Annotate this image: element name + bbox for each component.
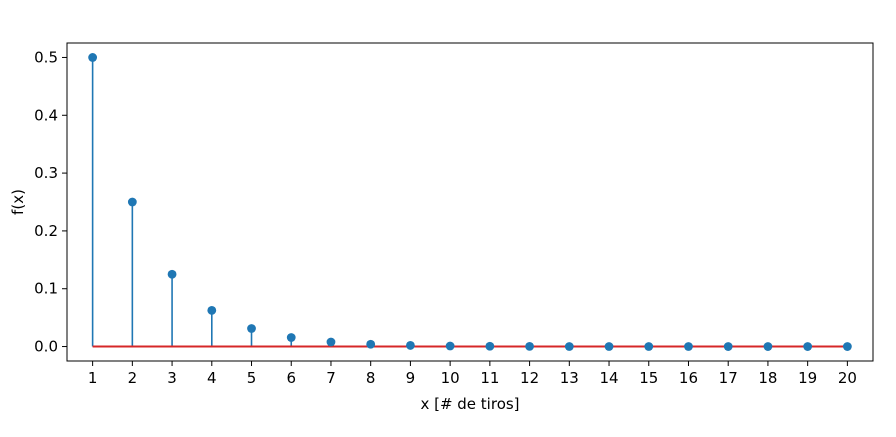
stem-marker: [207, 306, 217, 315]
y-tick-label: 0.0: [34, 338, 58, 356]
y-tick-label: 0.4: [34, 106, 58, 124]
x-tick-label: 10: [441, 369, 460, 387]
stem-marker: [127, 197, 137, 207]
stem-marker: [326, 337, 336, 347]
axes-frame: [66, 42, 874, 362]
y-tick-label: 0.3: [34, 164, 58, 182]
x-tick-label: 11: [480, 369, 499, 387]
x-tick-label: 6: [286, 369, 296, 387]
x-axis-ticks: 1 2 3 4 5 6 7 8 9 10 11 12 13 14 15 16 17 18 19 20: [88, 361, 857, 387]
x-tick-label: 1: [88, 369, 98, 387]
stem-marker: [564, 342, 574, 351]
x-tick-label: 20: [838, 369, 857, 387]
stem-marker: [525, 342, 534, 351]
stem-marker: [803, 342, 813, 351]
stem-marker: [763, 342, 773, 351]
stem-marker: [684, 342, 693, 351]
stem-marker: [247, 324, 256, 333]
x-tick-label: 4: [207, 369, 217, 387]
y-axis-ticks: 0.0 0.1 0.2 0.3 0.4 0.5: [34, 48, 67, 356]
x-tick-label: 2: [128, 369, 138, 387]
stem-marker: [167, 269, 177, 279]
x-tick-label: 15: [639, 369, 658, 387]
x-tick-label: 13: [560, 369, 579, 387]
x-tick-label: 17: [719, 369, 738, 387]
y-tick-label: 0.2: [34, 222, 58, 240]
stem-marker: [445, 341, 455, 351]
stem-marker: [286, 333, 296, 342]
x-tick-label: 5: [247, 369, 257, 387]
x-tick-label: 16: [679, 369, 698, 387]
stem-marker: [88, 53, 98, 62]
stem-marker: [604, 342, 614, 351]
x-tick-label: 9: [406, 369, 416, 387]
stem-marker: [406, 341, 415, 350]
x-tick-label: 14: [599, 369, 618, 387]
x-tick-label: 8: [366, 369, 376, 387]
y-tick-label: 0.1: [34, 280, 58, 298]
y-axis-label: f(x): [9, 189, 27, 215]
stem-marker: [842, 342, 852, 351]
x-axis-label: x [# de tiros]: [420, 395, 519, 413]
stem-marker: [723, 342, 733, 351]
x-tick-label: 12: [520, 369, 539, 387]
stem-marker: [485, 341, 495, 351]
x-tick-label: 19: [798, 369, 817, 387]
x-tick-label: 3: [167, 369, 177, 387]
stem-marker: [644, 342, 654, 351]
plot-area: [66, 42, 874, 362]
x-tick-label: 18: [758, 369, 777, 387]
x-tick-label: 7: [326, 369, 336, 387]
stem-marker: [366, 339, 376, 349]
y-tick-label: 0.5: [34, 48, 58, 66]
